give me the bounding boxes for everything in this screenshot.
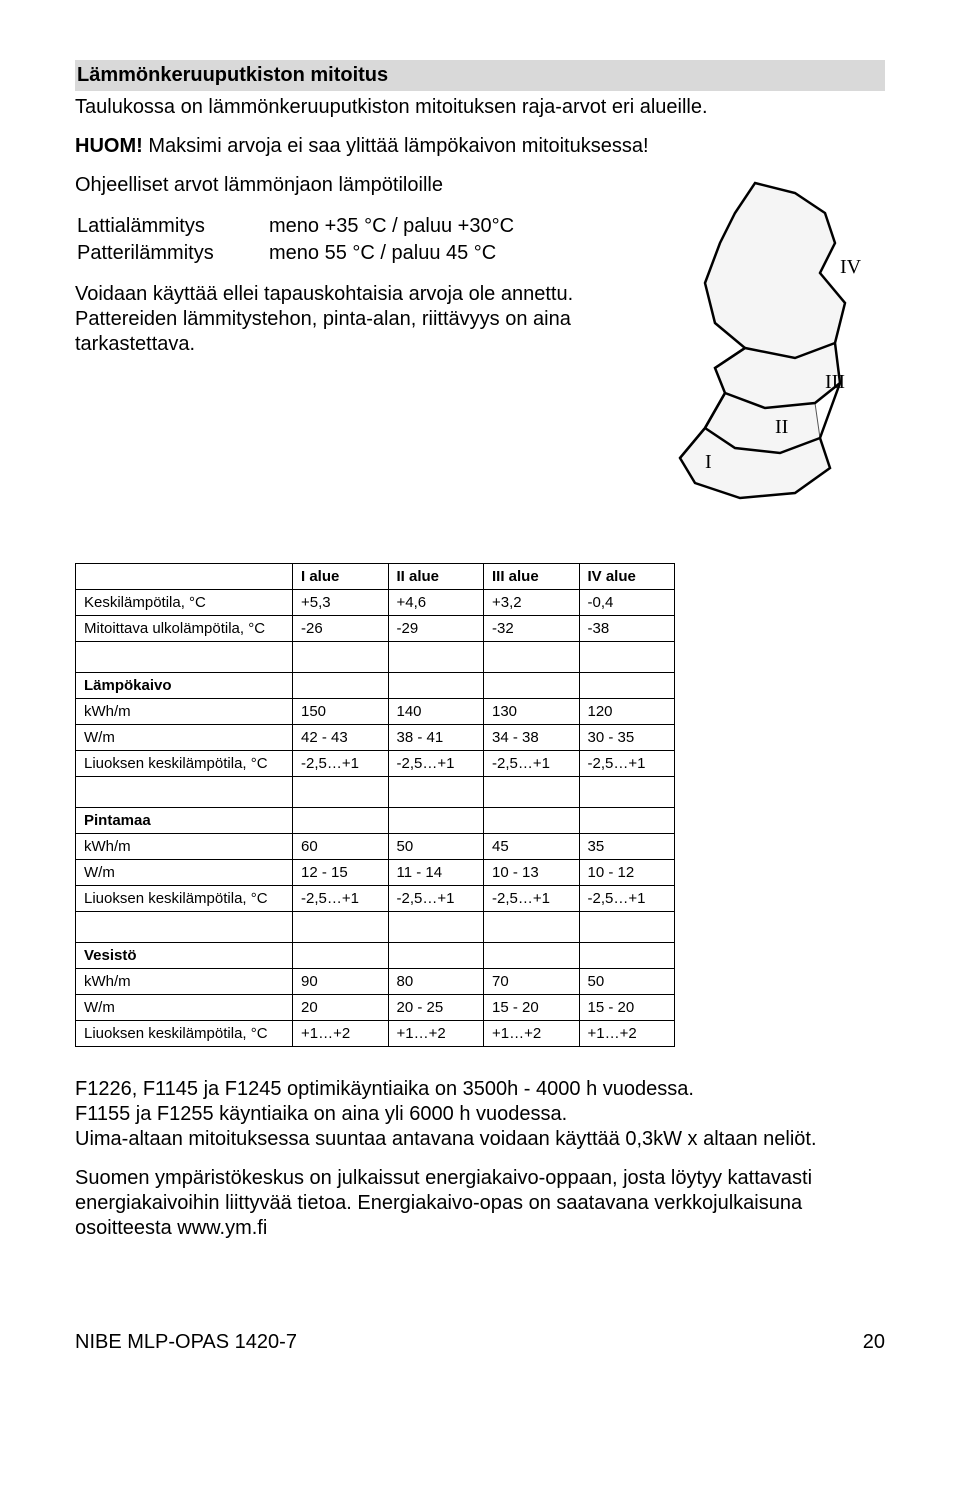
td: W/m <box>76 995 293 1021</box>
map-label-ii: II <box>775 416 788 438</box>
td: 15 - 20 <box>484 995 580 1021</box>
td: -2,5…+1 <box>293 886 389 912</box>
bottom-paragraph-1: F1226, F1145 ja F1245 optimikäyntiaika o… <box>75 1077 885 1152</box>
td: 15 - 20 <box>579 995 675 1021</box>
td: 80 <box>388 969 484 995</box>
td: 42 - 43 <box>293 725 389 751</box>
td: 45 <box>484 834 580 860</box>
td: 35 <box>579 834 675 860</box>
td: +5,3 <box>293 590 389 616</box>
text-line: F1155 ja F1255 käyntiaika on aina yli 60… <box>75 1103 567 1125</box>
td: -26 <box>293 616 389 642</box>
td: -2,5…+1 <box>484 751 580 777</box>
map-label-iv: IV <box>840 256 862 278</box>
td: +1…+2 <box>579 1021 675 1047</box>
sub-heading: Ohjeelliset arvot lämmönjaon lämpötiloil… <box>75 173 625 198</box>
huom-label: HUOM! <box>75 135 143 157</box>
td: +3,2 <box>484 590 580 616</box>
td: +1…+2 <box>293 1021 389 1047</box>
td: -2,5…+1 <box>293 751 389 777</box>
td: 70 <box>484 969 580 995</box>
td: W/m <box>76 860 293 886</box>
spec-row-value: meno 55 °C / paluu 45 °C <box>269 241 514 266</box>
td: -2,5…+1 <box>388 751 484 777</box>
map-label-iii: III <box>825 371 845 393</box>
td: 50 <box>579 969 675 995</box>
text-line: F1226, F1145 ja F1245 optimikäyntiaika o… <box>75 1078 694 1100</box>
th: IV alue <box>579 564 675 590</box>
spec-row-value: meno +35 °C / paluu +30°C <box>269 214 514 239</box>
td: -38 <box>579 616 675 642</box>
td: 120 <box>579 699 675 725</box>
td: 34 - 38 <box>484 725 580 751</box>
td: 11 - 14 <box>388 860 484 886</box>
td: 130 <box>484 699 580 725</box>
huom-text: Maksimi arvoja ei saa ylittää lämpökaivo… <box>143 135 649 157</box>
td: +1…+2 <box>484 1021 580 1047</box>
bottom-paragraph-2: Suomen ympäristökeskus on julkaissut ene… <box>75 1166 885 1241</box>
th: III alue <box>484 564 580 590</box>
td: 20 <box>293 995 389 1021</box>
footer-left: NIBE MLP-OPAS 1420-7 <box>75 1331 297 1354</box>
huom-paragraph: HUOM! Maksimi arvoja ei saa ylittää lämp… <box>75 134 885 159</box>
td: -2,5…+1 <box>579 751 675 777</box>
data-table: I alue II alue III alue IV alue Keskiläm… <box>75 563 675 1047</box>
section-header: Lämpökaivo <box>76 673 293 699</box>
th <box>76 564 293 590</box>
td: Mitoittava ulkolämpötila, °C <box>76 616 293 642</box>
td: 10 - 13 <box>484 860 580 886</box>
td: Liuoksen keskilämpötila, °C <box>76 751 293 777</box>
spec-table: Lattialämmitys meno +35 °C / paluu +30°C… <box>75 212 516 268</box>
footer-right-pagenum: 20 <box>863 1331 885 1354</box>
th: I alue <box>293 564 389 590</box>
intro-paragraph: Taulukossa on lämmönkeruuputkiston mitoi… <box>75 95 885 120</box>
td: Keskilämpötila, °C <box>76 590 293 616</box>
map-label-i: I <box>705 451 712 473</box>
finland-map: IV III II I <box>645 173 885 533</box>
text-line: Uima-altaan mitoituksessa suuntaa antava… <box>75 1128 817 1150</box>
td: 12 - 15 <box>293 860 389 886</box>
section-header: Vesistö <box>76 943 293 969</box>
para-2: Voidaan käyttää ellei tapauskohtaisia ar… <box>75 282 625 357</box>
td: 38 - 41 <box>388 725 484 751</box>
th: II alue <box>388 564 484 590</box>
td: -32 <box>484 616 580 642</box>
td: kWh/m <box>76 834 293 860</box>
spec-row-label: Lattialämmitys <box>77 214 267 239</box>
section-header: Pintamaa <box>76 808 293 834</box>
td: +4,6 <box>388 590 484 616</box>
td: W/m <box>76 725 293 751</box>
td: -29 <box>388 616 484 642</box>
td: -2,5…+1 <box>579 886 675 912</box>
td: 150 <box>293 699 389 725</box>
td: +1…+2 <box>388 1021 484 1047</box>
td: -0,4 <box>579 590 675 616</box>
td: kWh/m <box>76 969 293 995</box>
td: 90 <box>293 969 389 995</box>
td: -2,5…+1 <box>388 886 484 912</box>
td: Liuoksen keskilämpötila, °C <box>76 1021 293 1047</box>
td: 10 - 12 <box>579 860 675 886</box>
td: 140 <box>388 699 484 725</box>
td: 50 <box>388 834 484 860</box>
spec-row-label: Patterilämmitys <box>77 241 267 266</box>
td: 60 <box>293 834 389 860</box>
td: 20 - 25 <box>388 995 484 1021</box>
section-title: Lämmönkeruuputkiston mitoitus <box>75 60 885 91</box>
td: kWh/m <box>76 699 293 725</box>
td: -2,5…+1 <box>484 886 580 912</box>
td: 30 - 35 <box>579 725 675 751</box>
td: Liuoksen keskilämpötila, °C <box>76 886 293 912</box>
